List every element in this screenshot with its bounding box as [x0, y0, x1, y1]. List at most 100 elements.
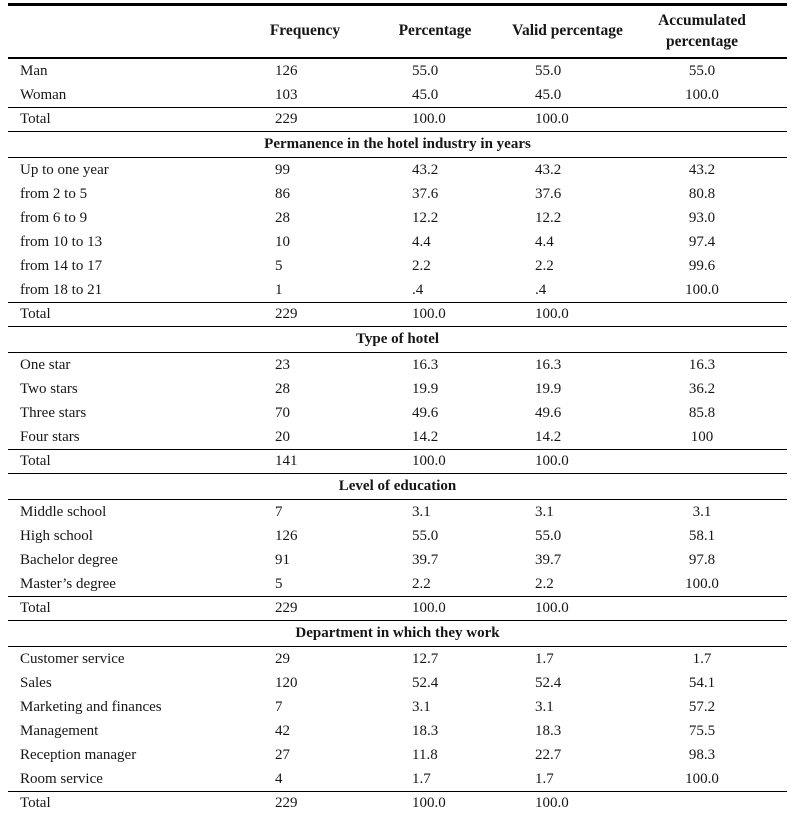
- total-label: Total: [8, 596, 240, 621]
- column-header-percentage: Percentage: [370, 4, 500, 59]
- cell-accum: 57.2: [688, 698, 716, 715]
- total-valid: 100.0: [500, 107, 635, 132]
- total-label: Total: [8, 449, 240, 474]
- cell-valid: 14.2: [535, 428, 562, 445]
- row-label: Middle school: [20, 503, 107, 520]
- cell-valid: 52.4: [535, 674, 562, 691]
- cell-pct: .4: [412, 281, 424, 298]
- total-freq: 229: [240, 596, 370, 621]
- cell-accum: 99.6: [688, 257, 716, 274]
- cell-valid: 55.0: [535, 62, 562, 79]
- cell-valid: 45.0: [535, 86, 562, 103]
- row-label: Man: [20, 62, 48, 79]
- row-label: Three stars: [20, 404, 87, 421]
- cell-accum: 55.0: [688, 62, 716, 79]
- table-row: from 18 to 21 1 .4 .4 100.0: [8, 278, 787, 303]
- section-title: Type of hotel: [8, 326, 787, 353]
- total-label: Total: [8, 302, 240, 327]
- cell-pct: 3.1: [412, 503, 431, 520]
- cell-accum: 97.4: [688, 233, 716, 250]
- table-row: High school 126 55.0 55.0 58.1: [8, 524, 787, 548]
- table-row: Reception manager 27 11.8 22.7 98.3: [8, 743, 787, 767]
- total-valid: 100.0: [500, 791, 635, 814]
- table-row: from 2 to 5 86 37.6 37.6 80.8: [8, 182, 787, 206]
- cell-freq: 28: [275, 380, 290, 397]
- cell-freq: 70: [275, 404, 290, 421]
- table-row: from 10 to 13 10 4.4 4.4 97.4: [8, 230, 787, 254]
- cell-accum: 100: [690, 428, 714, 445]
- cell-pct: 3.1: [412, 698, 431, 715]
- row-label: Bachelor degree: [20, 551, 118, 568]
- cell-freq: 86: [275, 185, 290, 202]
- cell-accum: 43.2: [688, 161, 716, 178]
- cell-freq: 99: [275, 161, 290, 178]
- row-label: Four stars: [20, 428, 80, 445]
- cell-valid: 19.9: [535, 380, 562, 397]
- total-pct: 100.0: [370, 596, 500, 621]
- cell-valid: 55.0: [535, 527, 562, 544]
- total-row: Total 229 100.0 100.0: [8, 107, 787, 132]
- total-pct: 100.0: [370, 449, 500, 474]
- cell-valid: 18.3: [535, 722, 562, 739]
- section-title-row: Permanence in the hotel industry in year…: [8, 131, 787, 158]
- cell-freq: 10: [275, 233, 290, 250]
- row-label: from 2 to 5: [20, 185, 88, 202]
- cell-valid: 3.1: [535, 698, 554, 715]
- cell-pct: 4.4: [412, 233, 431, 250]
- total-freq: 229: [240, 302, 370, 327]
- column-header-blank: [8, 4, 240, 59]
- row-label: from 14 to 17: [20, 257, 103, 274]
- cell-pct: 18.3: [412, 722, 439, 739]
- cell-valid: 16.3: [535, 356, 562, 373]
- cell-freq: 5: [275, 575, 283, 592]
- row-label: from 18 to 21: [20, 281, 103, 298]
- table-header-row: Frequency Percentage Valid percentage Ac…: [8, 4, 787, 59]
- cell-pct: 2.2: [412, 575, 431, 592]
- cell-freq: 120: [275, 674, 298, 691]
- section-title-row: Department in which they work: [8, 620, 787, 647]
- cell-pct: 2.2: [412, 257, 431, 274]
- cell-freq: 20: [275, 428, 290, 445]
- table-row: Middle school 7 3.1 3.1 3.1: [8, 500, 787, 525]
- table-header: Frequency Percentage Valid percentage Ac…: [8, 4, 787, 59]
- cell-freq: 126: [275, 527, 298, 544]
- table-row: from 6 to 9 28 12.2 12.2 93.0: [8, 206, 787, 230]
- cell-valid: 1.7: [535, 650, 554, 667]
- table-row: Four stars 20 14.2 14.2 100: [8, 425, 787, 450]
- total-freq: 141: [240, 449, 370, 474]
- total-row: Total 229 100.0 100.0: [8, 791, 787, 814]
- cell-pct: 19.9: [412, 380, 439, 397]
- table-row: Management 42 18.3 18.3 75.5: [8, 719, 787, 743]
- table-row: Up to one year 99 43.2 43.2 43.2: [8, 158, 787, 183]
- total-row: Total 229 100.0 100.0: [8, 302, 787, 327]
- row-label: from 6 to 9: [20, 209, 88, 226]
- cell-freq: 7: [275, 698, 283, 715]
- cell-valid: 4.4: [535, 233, 554, 250]
- cell-accum: 36.2: [688, 380, 716, 397]
- table-body: Man 126 55.0 55.0 55.0 Woman 103 45.0 45.0 100.0 T…: [8, 58, 787, 814]
- row-label: High school: [20, 527, 93, 544]
- total-accum: [635, 107, 787, 132]
- cell-pct: 11.8: [412, 746, 438, 763]
- table-row: Three stars 70 49.6 49.6 85.8: [8, 401, 787, 425]
- section-title-row: Level of education: [8, 473, 787, 500]
- cell-pct: 43.2: [412, 161, 439, 178]
- total-valid: 100.0: [500, 596, 635, 621]
- frequency-table: Frequency Percentage Valid percentage Ac…: [8, 3, 787, 814]
- total-accum: [635, 791, 787, 814]
- total-label: Total: [8, 107, 240, 132]
- cell-valid: 12.2: [535, 209, 562, 226]
- table-row: Two stars 28 19.9 19.9 36.2: [8, 377, 787, 401]
- table-row: Marketing and finances 7 3.1 3.1 57.2: [8, 695, 787, 719]
- cell-accum: 58.1: [688, 527, 716, 544]
- cell-freq: 4: [275, 770, 283, 787]
- row-label: Two stars: [20, 380, 78, 397]
- table-row: Sales 120 52.4 52.4 54.1: [8, 671, 787, 695]
- section-title-row: Type of hotel: [8, 326, 787, 353]
- cell-valid: 1.7: [535, 770, 554, 787]
- row-label: Up to one year: [20, 161, 109, 178]
- table-row: Room service 4 1.7 1.7 100.0: [8, 767, 787, 792]
- row-label: Room service: [20, 770, 103, 787]
- cell-accum: 16.3: [688, 356, 716, 373]
